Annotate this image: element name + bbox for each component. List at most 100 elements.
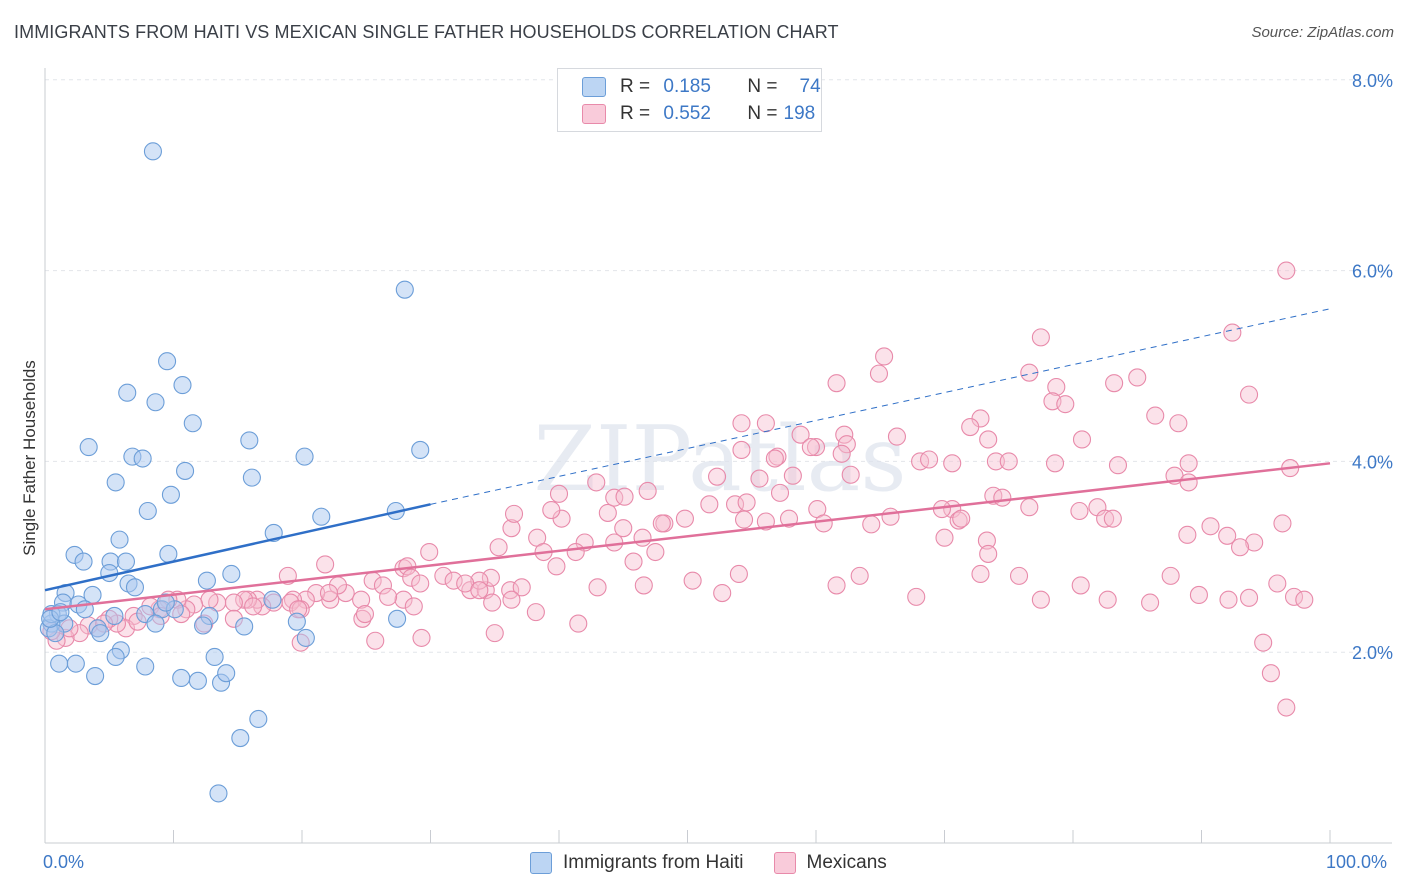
mexicans-point: [316, 555, 335, 574]
mexicans-point: [700, 495, 719, 514]
mexicans-point: [319, 584, 339, 603]
mexicans-point: [841, 465, 860, 484]
mexicans-point: [1141, 593, 1160, 612]
mexicans-point: [404, 597, 423, 616]
mexicans-point: [434, 566, 453, 585]
mexicans-point: [1231, 538, 1250, 557]
mexicans-point: [1268, 574, 1287, 593]
haiti-point: [106, 647, 125, 667]
mexicans-point: [504, 504, 524, 523]
haiti-point: [106, 473, 125, 492]
haiti-point: [136, 657, 155, 676]
mexicans-point: [1096, 509, 1115, 528]
haiti-point: [287, 612, 306, 631]
haiti-point: [388, 609, 407, 628]
mexicans-point: [634, 576, 653, 595]
mexicans-point: [1179, 454, 1198, 473]
legend-label-haiti: Immigrants from Haiti: [563, 852, 744, 873]
mexicans-point: [638, 481, 657, 501]
mexicans-point: [1295, 590, 1314, 609]
mexicans-point: [783, 466, 802, 485]
mexicans-point: [1128, 368, 1147, 387]
mexicans-point: [501, 581, 520, 600]
haiti-point: [100, 563, 119, 583]
mexicans-point: [827, 576, 846, 595]
mexicans-point: [646, 542, 665, 562]
haiti-point: [66, 654, 85, 673]
haiti-point: [91, 624, 110, 643]
mexicans-point: [862, 515, 881, 534]
haiti-point: [110, 530, 129, 549]
mexicans-point: [1009, 566, 1029, 585]
mexicans-point: [708, 467, 727, 486]
n-label: N =: [747, 103, 778, 124]
r-value: 0.552: [663, 103, 711, 124]
r-label: R =: [620, 76, 651, 97]
mexicans-point: [881, 507, 900, 526]
mexicans-point: [1105, 374, 1124, 393]
stats-legend: R = 0.185 N = 74 R = 0.552 N = 198: [557, 68, 822, 132]
haiti-point: [146, 614, 165, 633]
mexicans-point: [569, 614, 588, 633]
mexicans-point: [1072, 430, 1092, 449]
mexicans-point: [1218, 526, 1237, 545]
legend-row-haiti: R = 0.185 N = 74: [582, 74, 821, 100]
mexicans-point: [999, 452, 1018, 471]
mexicans-point: [765, 449, 784, 468]
mexicans-point: [1277, 261, 1296, 280]
n-value: 74: [799, 76, 821, 97]
mexicans-point: [993, 488, 1012, 507]
mexicans-point: [827, 374, 846, 393]
mexicans-point: [977, 531, 996, 550]
haiti-point: [143, 142, 162, 161]
mexicans-point: [1020, 498, 1039, 517]
haiti-point: [79, 438, 98, 457]
haiti-point: [235, 617, 254, 636]
mexicans-point: [1254, 633, 1273, 652]
mexicans-point: [949, 511, 968, 530]
mexicans-point: [566, 542, 585, 562]
mexicans-point: [979, 544, 998, 563]
mexicans-point: [1239, 588, 1259, 607]
mexicans-point: [737, 493, 756, 512]
haiti-point: [231, 729, 250, 748]
mexicans-point: [750, 469, 769, 488]
mexicans-point: [1103, 509, 1122, 528]
mexicans-point: [483, 593, 502, 612]
watermark-logo: ZIPatlas: [533, 407, 906, 512]
mexicans-point: [832, 444, 851, 463]
haiti-point: [133, 449, 152, 468]
haiti-point: [263, 590, 282, 609]
mexicans-point: [394, 590, 413, 609]
haiti-point: [249, 709, 268, 729]
mexicans-point: [683, 571, 702, 590]
mexicans-point: [485, 624, 504, 643]
legend-item-haiti[interactable]: Immigrants from Haiti: [530, 852, 744, 874]
mexicans-point: [1108, 456, 1128, 475]
mexicans-point: [411, 574, 430, 593]
mexicans-point: [770, 483, 790, 502]
mexicans-point: [373, 576, 393, 595]
mexicans-point: [729, 564, 748, 584]
mexicans-point: [224, 593, 243, 612]
haiti-point: [173, 376, 192, 395]
mexicans-point: [1045, 454, 1065, 473]
mexicans-point: [1098, 590, 1117, 609]
haiti-point: [74, 552, 93, 571]
y-tick-labels: 2.0% 4.0% 6.0% 8.0%: [1352, 71, 1393, 663]
n-label: N =: [747, 76, 778, 97]
legend-item-mexicans[interactable]: Mexicans: [773, 852, 887, 874]
mexicans-point: [542, 501, 561, 520]
mexicans-point: [961, 418, 980, 437]
mexicans-point: [814, 514, 833, 533]
mexicans-point: [911, 452, 930, 471]
r-value: 0.185: [663, 76, 711, 97]
mexicans-point: [470, 571, 489, 590]
mexicans-point: [1169, 414, 1188, 433]
mexicans-point: [355, 604, 375, 624]
mexicans-point: [732, 414, 751, 433]
haiti-point: [242, 468, 261, 487]
legend-label-mexicans: Mexicans: [806, 852, 887, 873]
legend-row-mexicans: R = 0.552 N = 198: [582, 101, 815, 127]
mexicans-point: [1071, 576, 1090, 595]
